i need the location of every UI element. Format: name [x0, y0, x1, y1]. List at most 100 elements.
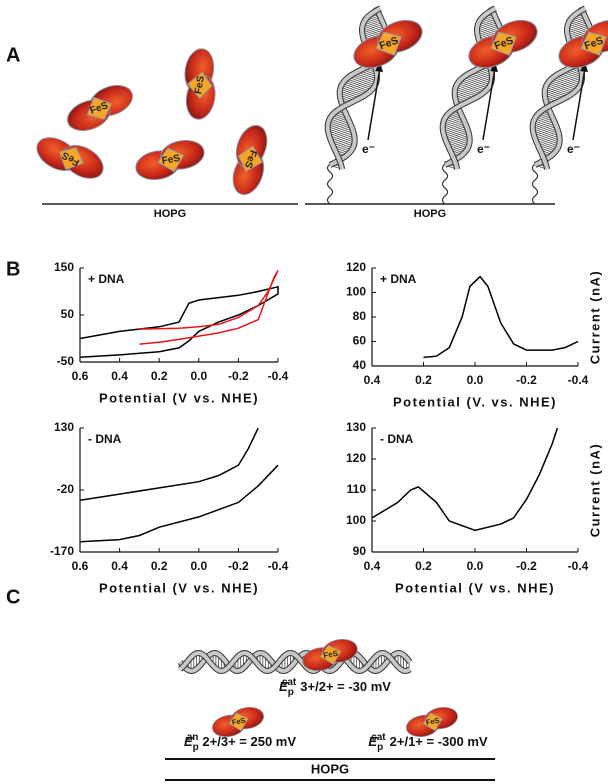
base-pair	[532, 126, 560, 137]
protein: FeS	[353, 19, 423, 69]
base-pair	[546, 84, 572, 95]
arrow-head	[490, 62, 498, 72]
base-pair	[328, 120, 353, 130]
protein-label: FeS	[323, 649, 340, 661]
y-tick-label: 60	[353, 334, 367, 348]
fes-cluster	[238, 145, 263, 172]
x-tick-label: 0.2	[151, 559, 168, 573]
base-pair	[533, 122, 559, 132]
y-tick-label: 100	[346, 285, 366, 299]
x-tick-label: 0.4	[364, 559, 381, 573]
protein-label: FeS	[161, 153, 181, 167]
x-tick-label: 0.4	[111, 559, 128, 573]
x-tick-label: 0.2	[415, 559, 432, 573]
strand	[178, 650, 412, 674]
base-pair	[444, 137, 469, 147]
base-pair	[545, 86, 570, 96]
y-axis-label: Current (nA)	[587, 270, 602, 365]
base-pair	[341, 84, 367, 95]
annotation: - DNA	[380, 432, 414, 446]
base-pair	[327, 128, 355, 139]
x-axis-label: Potential (V vs. NHE)	[99, 390, 259, 405]
base-pair	[458, 81, 486, 92]
x-tick-label: 0.0	[190, 559, 207, 573]
y-tick-label: -170	[50, 544, 74, 558]
y-tick-label: 80	[353, 309, 367, 323]
protein: FeS	[67, 85, 133, 131]
linker	[531, 163, 539, 205]
fes-cluster	[580, 31, 607, 56]
base-pair	[442, 124, 469, 135]
base-pair	[343, 81, 371, 92]
protein: FeS	[468, 19, 538, 69]
y-tick-label: -20	[57, 482, 75, 496]
potential-label: Epan 2+/3+ = 250 mV	[184, 732, 296, 753]
potential-label: Epcat 2+/1+ = -300 mV	[368, 732, 487, 753]
base-pair	[328, 122, 354, 132]
x-tick-label: 0.0	[190, 369, 207, 383]
x-axis-label: Potential (V vs. NHE)	[99, 580, 259, 595]
y-tick-label: 110	[347, 482, 367, 496]
y-tick-label: -50	[57, 354, 75, 368]
series-line	[139, 270, 279, 345]
x-tick-label: -0.4	[568, 373, 589, 387]
y-tick-label: 40	[353, 358, 367, 372]
base-pair	[456, 84, 482, 95]
fes-cluster	[490, 31, 517, 56]
annotation: + DNA	[380, 272, 417, 286]
potential-sub: p	[288, 687, 294, 698]
base-pair	[463, 76, 490, 87]
protein: FeS	[558, 19, 608, 69]
base-pair	[346, 78, 374, 89]
base-pair	[459, 79, 487, 91]
base-pair	[342, 83, 369, 94]
base-pair	[443, 122, 469, 132]
arrow-head	[375, 62, 383, 72]
fes-cluster	[228, 712, 249, 732]
base-pair	[344, 79, 372, 91]
base-pair	[442, 130, 470, 141]
base-pair	[547, 83, 574, 94]
base-pair	[534, 137, 559, 147]
surface-label: HOPG	[414, 208, 446, 220]
x-tick-label: 0.4	[111, 369, 128, 383]
fes-cluster	[58, 147, 84, 171]
base-pair	[327, 124, 354, 135]
protein-label: FeS	[193, 75, 207, 95]
base-pair	[549, 79, 577, 91]
panel-label: C	[6, 586, 20, 608]
linker	[441, 163, 449, 205]
base-pair	[553, 76, 580, 87]
base-pair	[548, 81, 576, 92]
base-pair	[340, 86, 365, 96]
potential-symbol: E	[184, 734, 193, 749]
potential-symbol: E	[368, 734, 377, 749]
base-pair	[352, 74, 377, 84]
series-line	[371, 427, 559, 532]
y-tick-label: 120	[346, 451, 366, 465]
base-pair	[467, 74, 492, 84]
x-tick-label: 0.2	[415, 373, 432, 387]
protein: FeS	[232, 125, 268, 195]
base-pair	[557, 74, 582, 84]
arrow	[367, 67, 381, 141]
series-line	[423, 275, 579, 359]
surface-label: HOPG	[154, 208, 186, 220]
linker	[326, 163, 334, 205]
base-pair	[551, 78, 579, 89]
arrow	[572, 67, 586, 141]
base-pair	[328, 134, 355, 145]
x-tick-label: -0.2	[228, 559, 249, 573]
fes-cluster	[86, 96, 112, 120]
x-tick-label: -0.2	[516, 559, 537, 573]
annotation: + DNA	[88, 272, 125, 286]
electron-label: e⁻	[567, 142, 580, 156]
base-pair	[327, 130, 355, 141]
x-tick-label: -0.2	[516, 373, 537, 387]
potential-label: Epcat 3+/2+ = -30 mV	[279, 677, 391, 698]
fes-cluster	[422, 712, 443, 732]
potential-text: 2+/1+ = -300 mV	[390, 734, 488, 749]
protein-label: FeS	[425, 716, 440, 727]
panel-label: B	[6, 258, 20, 280]
